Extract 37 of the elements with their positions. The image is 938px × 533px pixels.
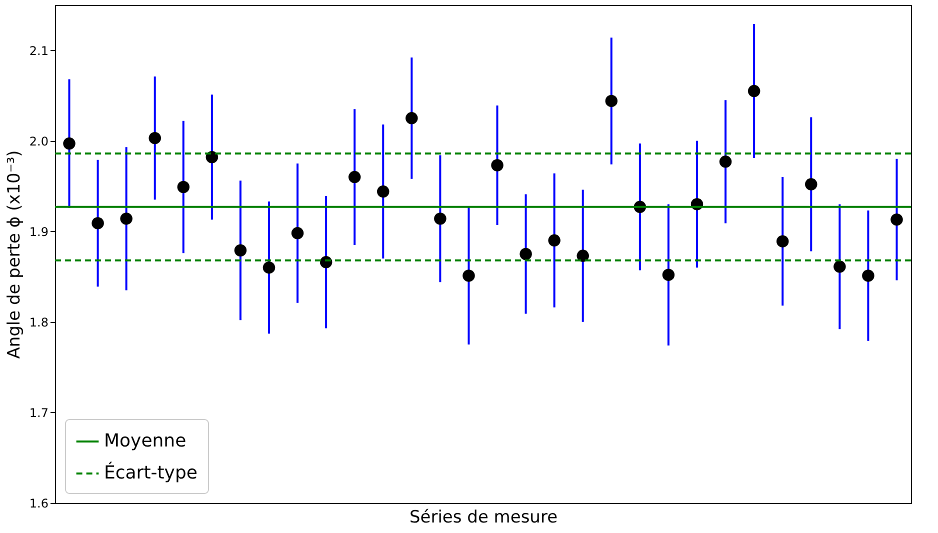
point	[63, 137, 76, 150]
point	[234, 244, 247, 256]
point	[491, 159, 504, 172]
point	[434, 212, 446, 225]
y-tick-label: 2.0	[29, 134, 48, 148]
point	[206, 151, 218, 164]
point	[377, 185, 390, 198]
x-axis-title: Séries de mesure	[409, 508, 558, 528]
point	[262, 261, 276, 274]
point	[348, 170, 361, 184]
point	[748, 84, 760, 98]
point	[605, 94, 618, 108]
y-tick-label: 2.1	[29, 44, 48, 58]
point	[406, 112, 418, 124]
y-tick-label: 1.7	[29, 406, 48, 420]
point	[120, 212, 132, 225]
point	[862, 270, 874, 282]
point	[462, 270, 475, 282]
point	[548, 234, 560, 247]
point	[662, 268, 675, 281]
legend-label: Écart-type	[104, 462, 198, 484]
y-tick-label: 1.6	[29, 496, 48, 510]
point	[776, 235, 789, 248]
point	[719, 156, 732, 168]
point	[148, 132, 161, 144]
point	[576, 250, 589, 262]
y-axis-title: Angle de perte ϕ (x10⁻³)	[4, 150, 24, 359]
y-tick-label: 1.9	[29, 224, 48, 239]
point	[520, 248, 532, 260]
point	[805, 178, 818, 190]
point	[291, 227, 304, 240]
point	[177, 180, 190, 194]
point	[890, 213, 903, 226]
y-tick-label: 1.8	[29, 315, 48, 330]
point	[834, 260, 846, 273]
point	[92, 217, 104, 230]
legend-label: Moyenne	[104, 430, 186, 452]
